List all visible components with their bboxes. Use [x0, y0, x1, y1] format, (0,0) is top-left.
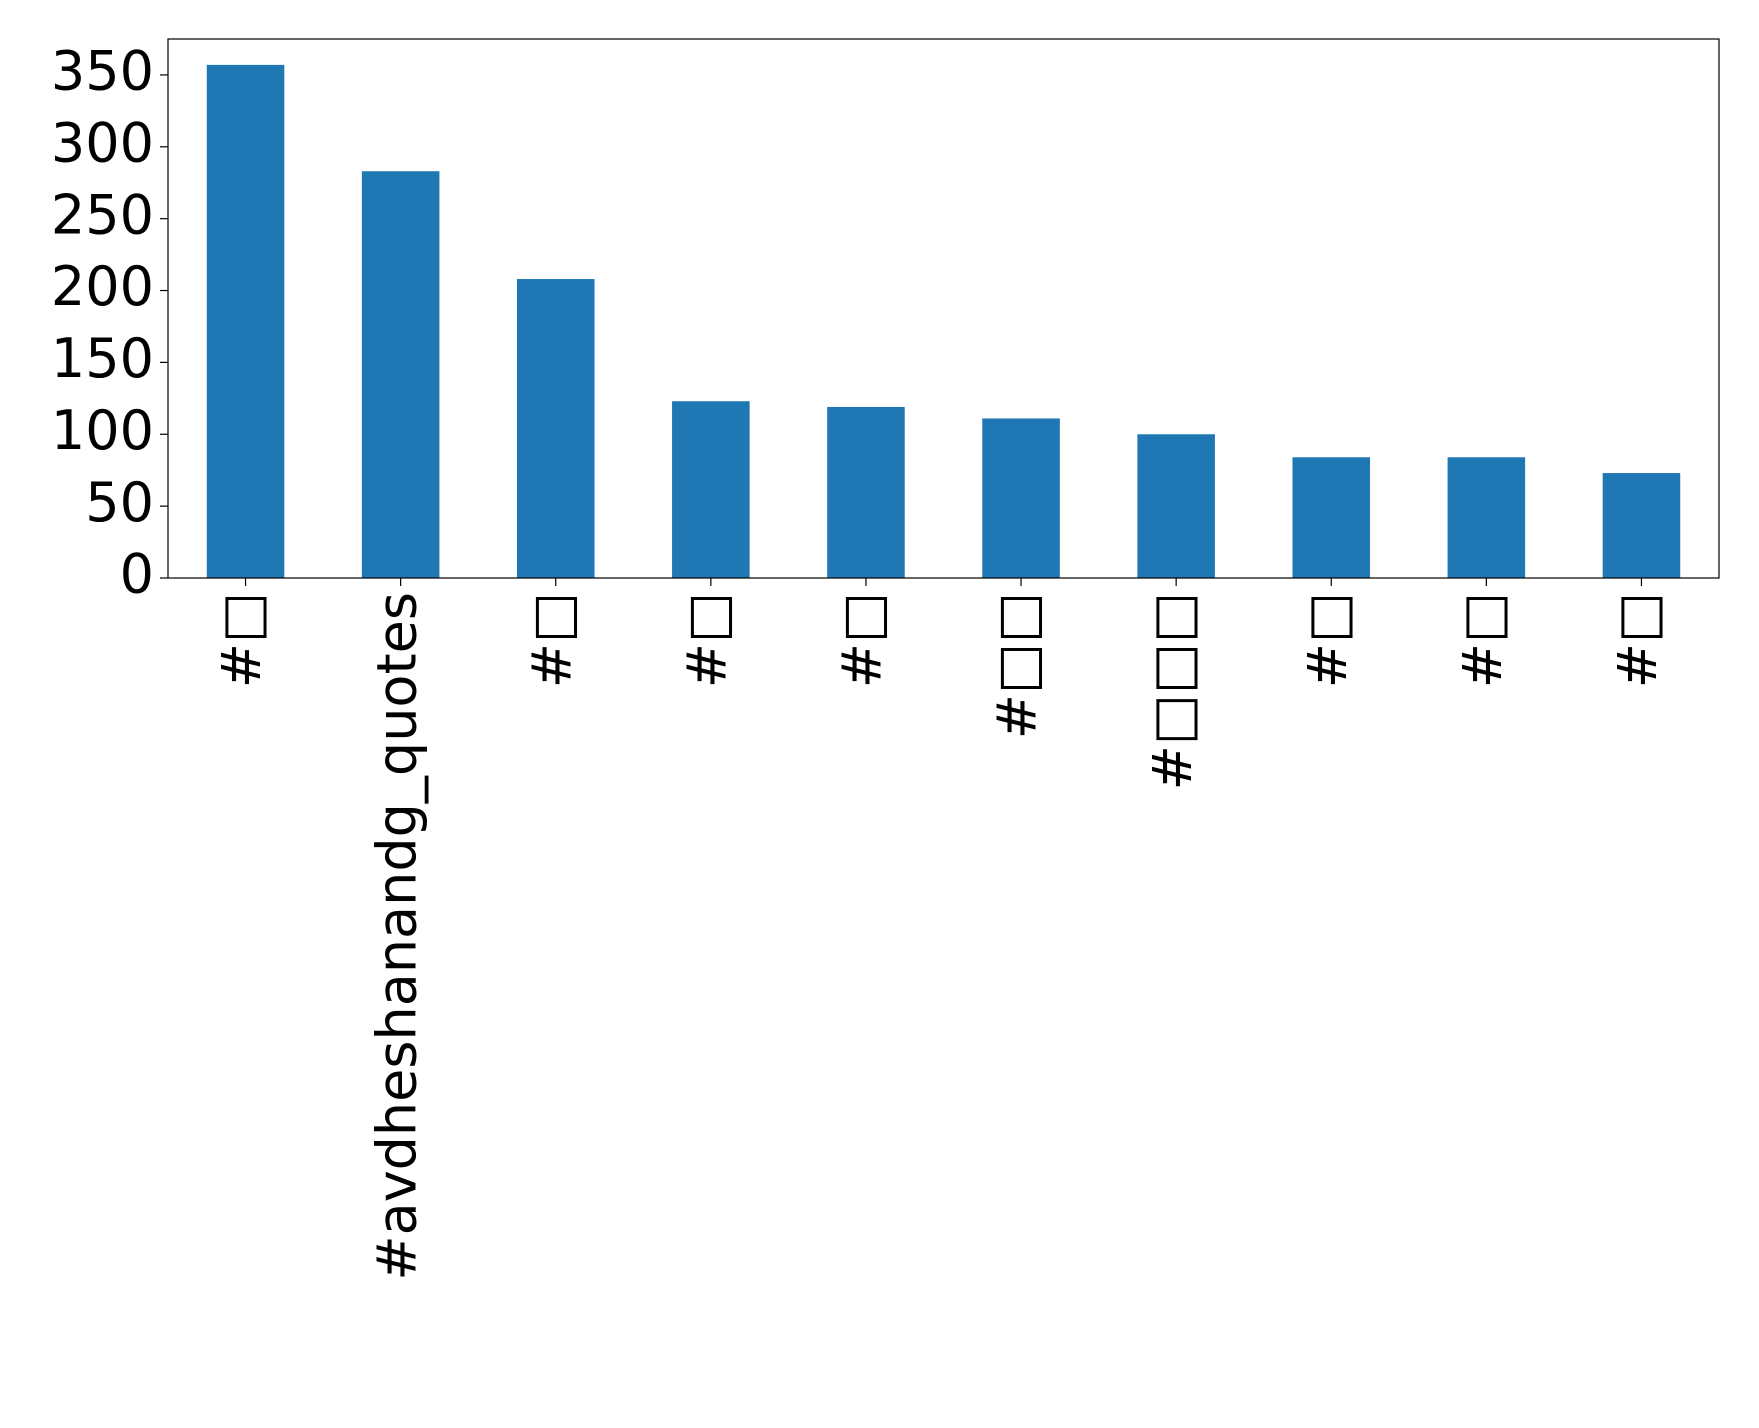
bar	[672, 401, 750, 578]
y-tick-label: 50	[85, 471, 154, 534]
bar	[1602, 473, 1681, 578]
x-tick-label: #□□	[986, 592, 1049, 739]
x-tick-label: #□	[1606, 592, 1669, 688]
bar	[827, 406, 905, 578]
bar	[361, 171, 440, 578]
x-tick-label: #□	[1296, 592, 1359, 688]
plot-frame	[167, 38, 1720, 579]
x-tick-label: #□	[831, 592, 894, 688]
y-tick-label: 0	[120, 543, 154, 606]
y-tick-label: 350	[51, 40, 154, 103]
y-tick-label: 100	[51, 399, 154, 462]
bar	[516, 279, 595, 578]
y-tick-label: 200	[51, 255, 154, 318]
bar	[982, 418, 1060, 578]
y-tick-label: 250	[51, 183, 154, 246]
x-tick-label: #□□□	[1141, 592, 1204, 790]
x-tick-label: #avdheshanandg_quotes	[365, 592, 428, 1281]
x-tick-label: #□	[210, 592, 273, 688]
x-tick-label: #□	[675, 592, 738, 688]
x-tick-label: #□	[520, 592, 583, 688]
bar	[1447, 457, 1526, 578]
x-tick-label: #□	[1451, 592, 1514, 688]
y-tick-label: 300	[51, 111, 154, 174]
bar	[206, 64, 285, 578]
bar	[1292, 457, 1371, 578]
y-tick-label: 150	[51, 327, 154, 390]
bar	[1137, 434, 1215, 578]
